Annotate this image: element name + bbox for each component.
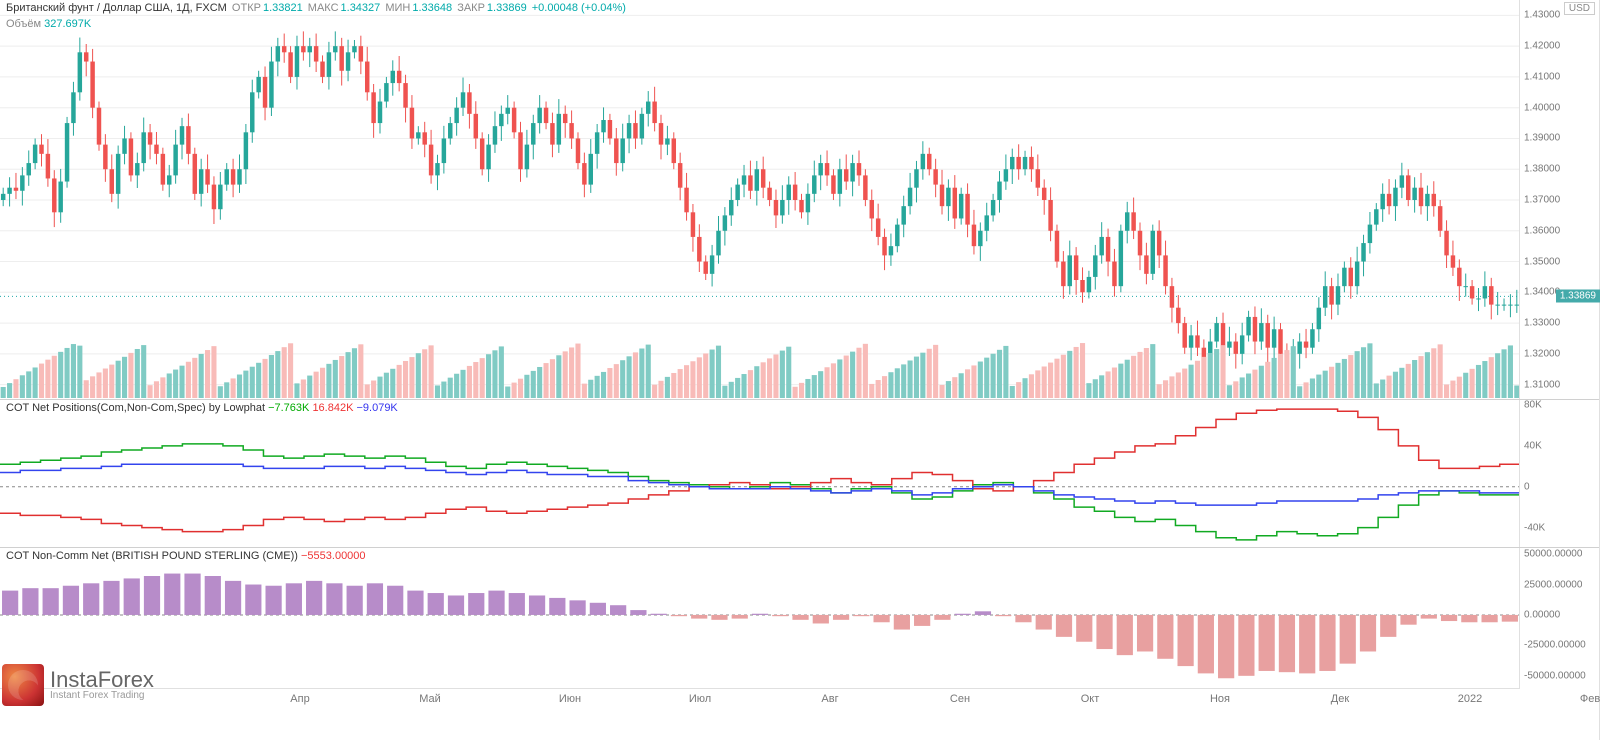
chart-panes: Британский фунт / Доллар США, 1Д, FXCM О… [0, 0, 1600, 740]
x-tick: Сен [950, 693, 970, 705]
x-tick: Окт [1081, 693, 1100, 705]
cot-noncomm-y-axis[interactable]: -50000.00000-25000.000000.0000025000.000… [1519, 548, 1599, 688]
cot-net-pane[interactable]: COT Net Positions(Com,Non-Com,Spec) by L… [0, 400, 1599, 548]
x-tick: 2022 [1458, 693, 1482, 705]
x-tick: Июн [559, 693, 581, 705]
price-pane[interactable]: Британский фунт / Доллар США, 1Д, FXCM О… [0, 0, 1599, 400]
price-header: Британский фунт / Доллар США, 1Д, FXCM О… [6, 2, 628, 14]
x-tick: Июл [689, 693, 711, 705]
cot-net-y-axis[interactable]: -40K040K80K [1519, 400, 1599, 547]
watermark-tagline: Instant Forex Trading [50, 691, 154, 701]
price-svg [0, 0, 1519, 399]
cot-noncomm-header: COT Non-Comm Net (BRITISH POUND STERLING… [6, 550, 366, 562]
price-plot[interactable]: Британский фунт / Доллар США, 1Д, FXCM О… [0, 0, 1519, 399]
x-tick: Май [419, 693, 441, 705]
cot-net-svg [0, 400, 1519, 547]
cot-net-plot[interactable]: COT Net Positions(Com,Non-Com,Spec) by L… [0, 400, 1519, 547]
x-tick: Дек [1331, 693, 1349, 705]
x-tick: Фев [1580, 693, 1600, 705]
price-y-axis[interactable]: USD 1.310001.320001.330001.340001.350001… [1519, 0, 1599, 399]
watermark: InstaForex Instant Forex Trading [2, 664, 154, 706]
currency-badge: USD [1564, 2, 1595, 15]
chart-root: Британский фунт / Доллар США, 1Д, FXCM О… [0, 0, 1600, 740]
last-price-badge: 1.33869 [1556, 290, 1600, 303]
x-tick: Ноя [1210, 693, 1230, 705]
cot-noncomm-pane[interactable]: COT Non-Comm Net (BRITISH POUND STERLING… [0, 548, 1599, 688]
time-axis[interactable]: АпрМайИюнИюлАвгСенОктНояДек2022Фев [0, 688, 1520, 714]
cot-net-header: COT Net Positions(Com,Non-Com,Spec) by L… [6, 402, 398, 414]
symbol-title[interactable]: Британский фунт / Доллар США, 1Д, FXCM [6, 2, 227, 14]
volume-label: Объём 327.697K [6, 18, 91, 30]
watermark-brand: InstaForex [50, 669, 154, 691]
x-tick: Авг [821, 693, 838, 705]
cot-noncomm-plot[interactable]: COT Non-Comm Net (BRITISH POUND STERLING… [0, 548, 1519, 688]
cot-noncomm-svg [0, 548, 1519, 688]
watermark-logo-icon [2, 664, 44, 706]
x-tick: Апр [290, 693, 309, 705]
